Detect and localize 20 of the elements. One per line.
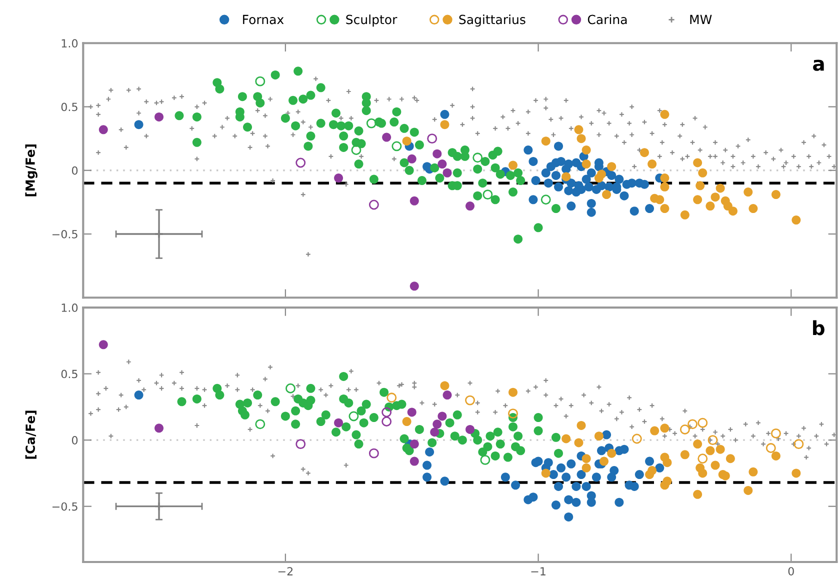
- y-tick-label: 1.0: [62, 304, 78, 312]
- annotation: a: [813, 60, 824, 71]
- y-tick-label: −0.5: [52, 230, 78, 238]
- y-tick-label: 0.5: [61, 370, 78, 378]
- y-tick-label: 0: [72, 166, 78, 175]
- x-tick-label: 0: [788, 567, 794, 576]
- y-tick-label: 0: [72, 436, 78, 444]
- legend-label: MW: [690, 14, 712, 24]
- legend-label: Sagittarius: [459, 14, 526, 27]
- x-tick-label: −1: [531, 567, 546, 576]
- y-axis-title: [Ca/Fe]: [25, 410, 36, 459]
- annotation: b: [813, 320, 824, 336]
- x-tick-label: −2: [278, 567, 293, 576]
- y-tick-label: 1.0: [62, 39, 78, 48]
- legend-label: Sculptor: [346, 14, 398, 27]
- y-tick-label: 0.5: [61, 102, 78, 112]
- legend-label: Carina: [588, 14, 627, 24]
- legend-label: Fornax: [243, 14, 284, 24]
- y-tick-label: −0.5: [52, 502, 78, 511]
- y-axis-title: [Mg/Fe]: [25, 144, 38, 196]
